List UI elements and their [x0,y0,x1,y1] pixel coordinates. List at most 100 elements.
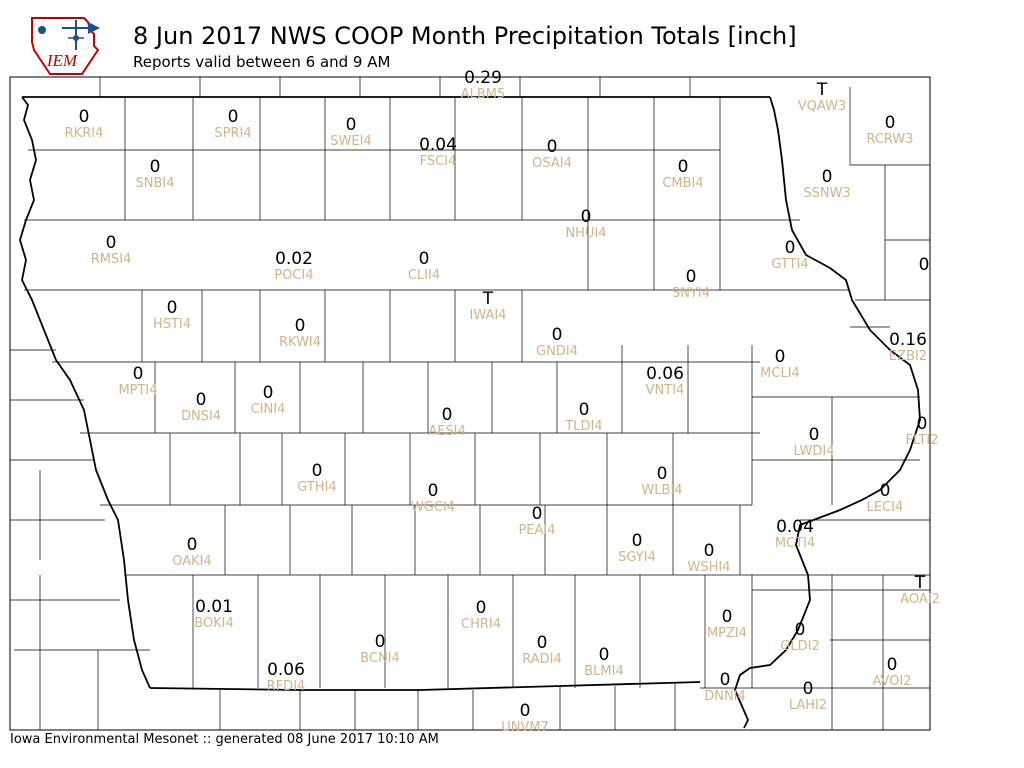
station-id: MCTI4 [775,536,815,551]
station-id: GTTI4 [771,257,808,272]
station-value: 0 [579,400,590,420]
footer-credit: Iowa Environmental Mesonet :: generated … [10,732,439,747]
station-id: AESI4 [428,424,465,439]
station-id: CMBI4 [662,176,703,191]
station-value: T [482,289,494,309]
station-id: OSAI4 [532,156,572,171]
station-value: 0.04 [419,135,457,155]
station-value: 0 [375,632,386,652]
station-id: RKRI4 [65,126,104,141]
station-value: 0 [785,238,796,258]
station-id: MPZI4 [707,626,747,641]
station-value: 0 [133,364,144,384]
station-id: VNTI4 [646,383,685,398]
station-value: T [816,80,828,100]
station-value: 0 [263,383,274,403]
station-id: POCI4 [274,268,313,283]
station-value: 0 [520,701,531,721]
station-value: 0 [547,137,558,157]
station-value: 0 [312,461,323,481]
station-id: AOAI2 [900,592,940,607]
station-id: EZBI2 [889,349,927,364]
station-id: WLBI4 [641,483,682,498]
station-value: 0 [885,113,896,133]
station-value: 0.16 [889,330,927,350]
iowa-east-border [734,96,921,729]
station-id: HSTI4 [153,317,191,332]
station-id: RFDI4 [267,679,306,694]
station-id: CLII4 [408,268,440,283]
station-id: RMSI4 [91,252,132,267]
station-value: 0 [880,481,891,501]
station-id: GNDI4 [536,344,578,359]
station-value: 0 [150,157,161,177]
station-id: BLMI4 [584,664,623,679]
station-value: 0 [537,633,548,653]
station-value: 0 [295,316,306,336]
station-value: 0 [442,405,453,425]
station-id: LWDI4 [793,444,834,459]
station-id: NHUI4 [565,226,606,241]
logo-text: IEM [46,51,78,70]
station-id: DNNI4 [704,689,746,704]
station-value: 0 [79,107,90,127]
station-id: GLDI2 [780,639,819,654]
station-id: BCNI4 [360,651,400,666]
station-ee: 0 [919,255,930,275]
station-value: 0 [187,535,198,555]
station-value: 0 [228,107,239,127]
station-id: TLDI4 [564,419,602,434]
station-id: PEAI4 [518,523,555,538]
station-value: 0.01 [195,597,233,617]
station-id: ALBM5 [461,87,506,102]
station-value: 0 [917,414,928,434]
station-value: 0 [686,267,697,287]
station-value: 0 [106,233,117,253]
station-id: FLTI2 [906,433,939,448]
station-value: T [914,573,926,593]
station-value: 0 [775,347,786,367]
station-id: VQAW3 [798,99,846,114]
station-id: UNVM7 [501,720,549,735]
station-value: 0 [196,390,207,410]
station-value: 0 [167,298,178,318]
station-id: SPRI4 [214,126,251,141]
iowa-south-border [149,681,701,691]
station-id: WGCI4 [411,500,455,515]
